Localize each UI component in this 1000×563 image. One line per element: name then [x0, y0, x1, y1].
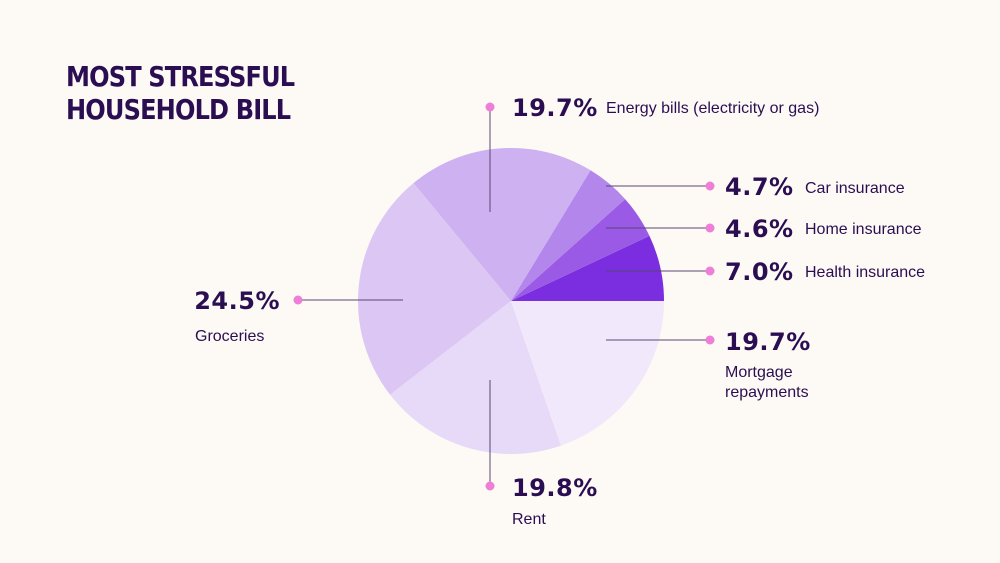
- category-label-home-insurance: Home insurance: [805, 221, 922, 238]
- category-label-energy-bills-electricity-or-gas: Energy bills (electricity or gas): [606, 100, 819, 117]
- category-label-groceries: Groceries: [195, 328, 264, 345]
- chart-title-line-2: HOUSEHOLD BILL: [66, 93, 291, 126]
- data-label-home-insurance: 4.6%: [725, 215, 794, 243]
- callout-energy-bills-electricity-or-gas: 19.7% Energy bills (electricity or gas): [485, 94, 819, 212]
- callout-health-insurance: 7.0% Health insurance: [606, 258, 925, 286]
- category-label-car-insurance: Car insurance: [805, 180, 905, 197]
- chart-title: MOST STRESSFUL HOUSEHOLD BILL: [66, 60, 295, 126]
- leader-dot-home-insurance: [705, 223, 715, 233]
- pie-slice-health-insurance: [511, 235, 664, 301]
- leader-dot-car-insurance: [705, 181, 715, 191]
- data-label-groceries: 24.5%: [194, 287, 280, 315]
- callout-mortgage-repayments: 19.7% Mortgage repayments: [606, 328, 811, 401]
- category-label-mortgage-repayments: Mortgage repayments: [725, 364, 809, 401]
- leader-dot-mortgage-repayments: [705, 335, 715, 345]
- pie-slice-rent: [390, 301, 562, 454]
- data-label-energy-bills-electricity-or-gas: 19.7%: [512, 94, 598, 122]
- pie-slice-mortgage-repayments: [511, 301, 664, 446]
- leader-dot-health-insurance: [705, 266, 715, 276]
- pie-slice-car-insurance: [511, 170, 626, 301]
- category-label-health-insurance: Health insurance: [805, 264, 925, 281]
- chart-title-line-1: MOST STRESSFUL: [66, 60, 295, 93]
- leader-dot-energy-bills-electricity-or-gas: [485, 102, 495, 112]
- leader-dot-rent: [485, 481, 495, 491]
- data-label-rent: 19.8%: [512, 474, 598, 502]
- data-label-health-insurance: 7.0%: [725, 258, 794, 286]
- data-label-mortgage-repayments: 19.7%: [725, 328, 811, 356]
- pie-slice-energy-bills-electricity-or-gas: [413, 148, 591, 301]
- category-label-rent: Rent: [512, 511, 546, 528]
- pie-slice-groceries: [358, 183, 511, 395]
- callout-car-insurance: 4.7% Car insurance: [606, 173, 905, 201]
- data-label-car-insurance: 4.7%: [725, 173, 794, 201]
- pie-slices: [358, 148, 664, 454]
- pie-slice-home-insurance: [511, 199, 650, 301]
- callout-rent: 19.8% Rent: [485, 380, 598, 528]
- callout-home-insurance: 4.6% Home insurance: [606, 215, 922, 243]
- callout-groceries: 24.5% Groceries: [194, 287, 403, 345]
- leader-dot-groceries: [293, 295, 303, 305]
